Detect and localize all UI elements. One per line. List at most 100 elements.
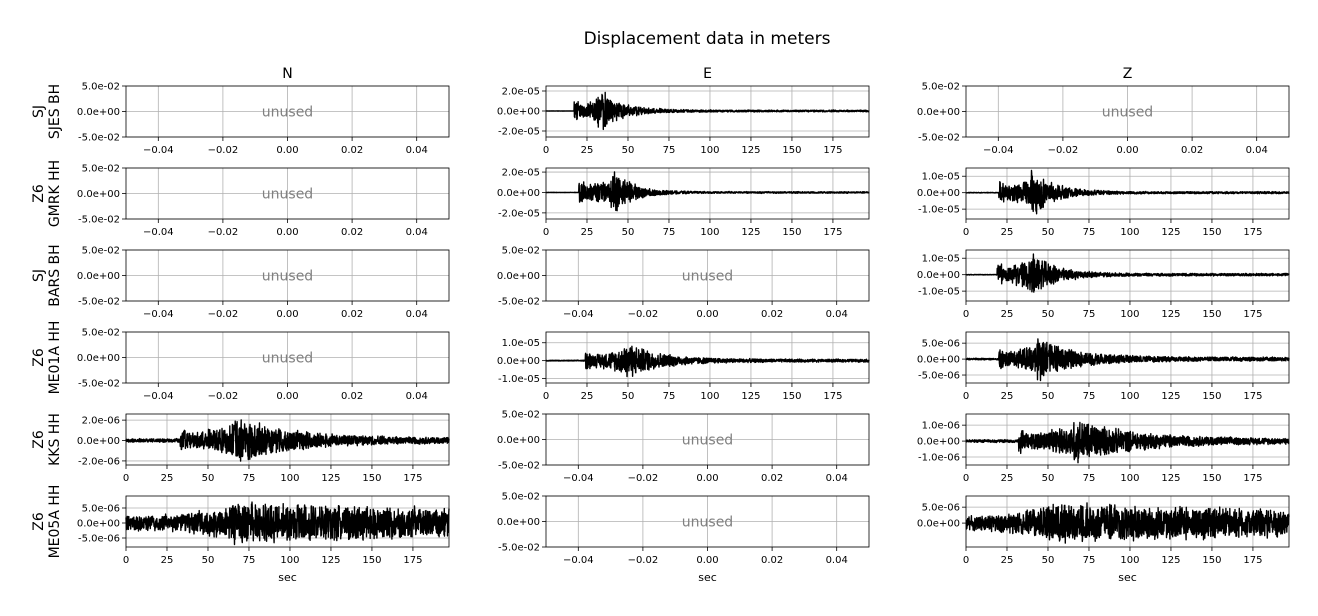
panel-r5-c2: 0 25 50 75 100 125 150 175 5.0e-06 0.0e+00 sec xyxy=(917,495,1290,584)
x-tick-label: 0 xyxy=(963,391,969,402)
x-tick-label: 125 xyxy=(741,227,760,238)
y-tick-label: -5.0e-02 xyxy=(78,297,120,308)
y-tick-label: -1.0e-06 xyxy=(918,453,960,464)
x-tick-label: 125 xyxy=(741,391,760,402)
x-tick-label: 0.04 xyxy=(1246,145,1268,156)
y-tick-label: -5.0e-02 xyxy=(918,133,960,144)
unused-label: unused xyxy=(1102,105,1153,121)
x-tick-label: −0.04 xyxy=(983,145,1014,156)
y-tick-label: 1.0e-05 xyxy=(922,254,960,265)
column-title-n: N xyxy=(282,66,292,82)
row-label-station: KKS HH xyxy=(47,413,63,466)
y-tick-label: 2.0e-06 xyxy=(82,416,120,427)
x-tick-label: −0.02 xyxy=(628,473,659,484)
x-tick-label: 75 xyxy=(1083,227,1096,238)
unused-label: unused xyxy=(262,105,313,121)
y-tick-label: -5.0e-02 xyxy=(78,215,120,226)
unused-label: unused xyxy=(682,433,733,449)
y-tick-label: 0.0e+00 xyxy=(917,437,960,448)
row-label: SJ SJES BH xyxy=(31,84,63,139)
y-tick-label: -5.0e-06 xyxy=(918,371,960,382)
y-tick-label: 0.0e+00 xyxy=(497,435,540,446)
panel-frame xyxy=(965,331,1290,384)
x-tick-label: 0.00 xyxy=(276,145,298,156)
row-label-station: SJES BH xyxy=(47,84,63,139)
panel-r5-c0: 0 25 50 75 100 125 150 175 5.0e-06 0.0e+00 -5.0e-0… xyxy=(77,495,450,584)
x-tick-label: 0.04 xyxy=(406,227,428,238)
y-tick-label: 5.0e-02 xyxy=(82,164,120,175)
panel-frame xyxy=(545,85,870,138)
panel-r1-c0: unused −0.04 −0.02 0.00 0.02 0.04 5.0e-02 0.0e+… xyxy=(77,164,450,238)
x-tick-label: 75 xyxy=(663,227,676,238)
panel-r0-c2: unused −0.04 −0.02 0.00 0.02 0.04 5.0e-02 0.0e+… xyxy=(917,82,1290,156)
x-tick-label: 125 xyxy=(1161,309,1180,320)
y-tick-label: 0.0e+00 xyxy=(77,436,120,447)
y-tick-label: 0.0e+00 xyxy=(497,517,540,528)
x-tick-label: 175 xyxy=(1243,309,1262,320)
panel-r2-c2: 0 25 50 75 100 125 150 175 1.0e-05 0.0e+00 -1.0e-0… xyxy=(917,249,1290,320)
x-tick-label: 0 xyxy=(543,227,549,238)
y-tick-label: 5.0e-02 xyxy=(502,246,540,257)
x-tick-label: 150 xyxy=(362,473,381,484)
displacement-trace xyxy=(965,502,1290,544)
panel-r4-c0: 0 25 50 75 100 125 150 175 2.0e-06 0.0e+00 -2.0e-0… xyxy=(77,413,450,484)
row-label-station: GMRK HH xyxy=(47,160,63,227)
panel-r3-c2: 0 25 50 75 100 125 150 175 5.0e-06 0.0e+00 -5.0e-0… xyxy=(917,331,1290,402)
x-tick-label: 150 xyxy=(1202,227,1221,238)
panel-r0-c1: 0 25 50 75 100 125 150 175 2.0e-05 0.0e+00 -2.0e-0… xyxy=(497,85,870,156)
x-tick-label: 0 xyxy=(123,555,129,566)
panel-frame xyxy=(125,413,450,466)
panel-frame xyxy=(125,495,450,548)
x-tick-label: 0.00 xyxy=(1116,145,1138,156)
row-label-network: Z6 xyxy=(31,184,47,203)
y-tick-label: -5.0e-02 xyxy=(498,461,540,472)
x-tick-label: 25 xyxy=(581,391,594,402)
row-label-network: SJ xyxy=(31,269,47,282)
row-label-station: ME01A HH xyxy=(47,321,63,395)
row-label-network: SJ xyxy=(31,105,47,118)
y-tick-label: 0.0e+00 xyxy=(917,107,960,118)
x-tick-label: 0.02 xyxy=(341,391,363,402)
row-label-station: BARS BH xyxy=(47,244,63,306)
x-tick-label: 0.02 xyxy=(761,555,783,566)
y-tick-label: 0.0e+00 xyxy=(497,188,540,199)
x-tick-label: −0.02 xyxy=(1048,145,1079,156)
x-tick-label: 0.04 xyxy=(406,309,428,320)
x-tick-label: 175 xyxy=(1243,391,1262,402)
x-tick-label: 150 xyxy=(1202,309,1221,320)
x-tick-label: −0.04 xyxy=(563,473,594,484)
y-tick-label: 0.0e+00 xyxy=(917,270,960,281)
y-tick-label: 1.0e-05 xyxy=(922,172,960,183)
unused-label: unused xyxy=(262,187,313,203)
y-tick-label: 0.0e+00 xyxy=(77,519,120,530)
y-tick-label: 0.0e+00 xyxy=(917,355,960,366)
y-tick-label: -1.0e-05 xyxy=(498,374,540,385)
x-tick-label: 50 xyxy=(1042,227,1055,238)
x-tick-label: −0.02 xyxy=(628,555,659,566)
panel-frame xyxy=(545,331,870,384)
row-label: SJ BARS BH xyxy=(31,244,63,306)
y-tick-label: 5.0e-02 xyxy=(82,328,120,339)
y-tick-label: -5.0e-02 xyxy=(78,133,120,144)
y-tick-label: -2.0e-05 xyxy=(498,127,540,138)
displacement-trace xyxy=(545,171,870,212)
x-tick-label: 50 xyxy=(622,145,635,156)
x-tick-label: 100 xyxy=(700,391,719,402)
x-tick-label: 125 xyxy=(1161,391,1180,402)
panel-r1-c2: 0 25 50 75 100 125 150 175 1.0e-05 0.0e+00 -1.0e-0… xyxy=(917,167,1290,238)
row-label-network: Z6 xyxy=(31,430,47,449)
y-tick-label: 0.0e+00 xyxy=(497,271,540,282)
y-tick-label: 5.0e-06 xyxy=(922,503,960,514)
displacement-trace xyxy=(545,345,870,378)
y-tick-label: 5.0e-02 xyxy=(502,492,540,503)
x-tick-label: 125 xyxy=(1161,473,1180,484)
x-tick-label: 0.04 xyxy=(826,473,848,484)
row-label-network: Z6 xyxy=(31,512,47,531)
x-tick-label: 125 xyxy=(1161,227,1180,238)
x-tick-label: 100 xyxy=(280,555,299,566)
x-tick-label: 75 xyxy=(243,555,256,566)
x-tick-label: 0 xyxy=(123,473,129,484)
row-label: Z6 KKS HH xyxy=(31,413,63,466)
x-tick-label: 50 xyxy=(622,227,635,238)
